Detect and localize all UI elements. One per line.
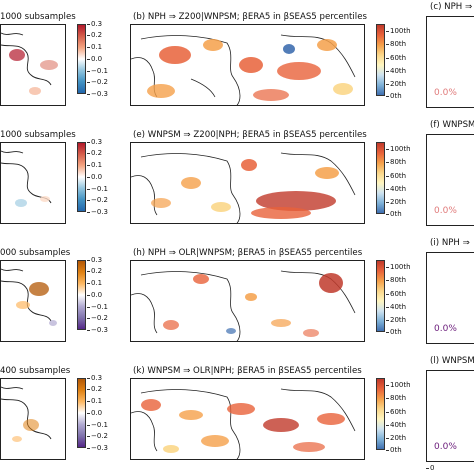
tick: 80th: [385, 40, 407, 48]
diff-colorbar: [77, 142, 86, 212]
panel-b-title: (b) NPH ⇒ Z200|WNPSM; βERA5 in βSEAS5 pe…: [133, 12, 367, 22]
panel-f-value: 0.0%: [434, 206, 457, 216]
tick: 0.0: [86, 173, 103, 181]
panel-h-map: [130, 260, 365, 342]
tick: 60th: [385, 408, 407, 416]
tick: 0.3: [86, 138, 103, 146]
panel-l-box: 0.0%: [426, 370, 474, 462]
tick: 0th: [386, 92, 402, 100]
tick: 0.2: [86, 31, 103, 39]
tick: −0.2: [87, 196, 108, 204]
tick: 0.2: [86, 267, 103, 275]
panel-e-map: [130, 142, 365, 224]
tick: 20th: [385, 434, 407, 442]
tick: 0.0: [86, 409, 103, 417]
tick: 80th: [385, 276, 407, 284]
panel-e-title: (e) WNPSM ⇒ Z200|NPH; βERA5 in βSEAS5 pe…: [133, 130, 367, 140]
tick: 0.1: [86, 279, 103, 287]
panel-b-map: [130, 24, 365, 106]
figure-row-2: 1000 subsamples 0.3 0.2 0.1 0.0 −0.1 −0.…: [0, 118, 474, 236]
tick: 40th: [385, 185, 407, 193]
tick: 20th: [385, 316, 407, 324]
panel-g-title: 000 subsamples: [0, 248, 71, 258]
figure-row-1: 1000 subsamples 0.3 0.2 0.1 0.0 −0.1 −0.…: [0, 0, 474, 118]
tick: −0.3: [87, 444, 108, 452]
tick: 0.0: [86, 55, 103, 63]
percentile-colorbar: [376, 142, 385, 214]
tick: 60th: [385, 54, 407, 62]
percentile-colorbar: [376, 260, 385, 332]
panel-l-value: 0.0%: [434, 442, 457, 452]
panel-c-title: (c) NPH ⇒: [430, 2, 473, 12]
panel-j-map: [0, 378, 66, 460]
panel-l-title: (l) WNPSM: [430, 356, 474, 366]
panel-i-title: (i) NPH ⇒: [430, 238, 470, 248]
tick: 80th: [385, 158, 407, 166]
diff-colorbar: [77, 378, 86, 448]
tick: 0.3: [86, 256, 103, 264]
tick: −0.3: [87, 326, 108, 334]
panel-j-title: 400 subsamples: [0, 366, 71, 376]
tick: 20th: [385, 80, 407, 88]
tick: 80th: [385, 394, 407, 402]
tick: 0th: [386, 328, 402, 336]
tick: −0.1: [87, 185, 108, 193]
panel-a-map: [0, 24, 66, 106]
tick: 0.0: [86, 291, 103, 299]
panel-g-map: [0, 260, 66, 342]
tick: 100th: [386, 27, 411, 35]
tick: 0.1: [86, 397, 103, 405]
tick: −0.2: [87, 314, 108, 322]
panel-a-title: 1000 subsamples: [0, 12, 76, 22]
diff-colorbar: [77, 260, 86, 330]
panel-d-title: 1000 subsamples: [0, 130, 76, 140]
tick: 0.1: [86, 161, 103, 169]
tick: 100th: [386, 145, 411, 153]
panel-d-map: [0, 142, 66, 224]
tick: 0th: [386, 446, 402, 454]
tick: −0.3: [87, 90, 108, 98]
tick: 0.1: [86, 43, 103, 51]
tick: 40th: [385, 67, 407, 75]
tick: −0.2: [87, 432, 108, 440]
panel-h-title: (h) NPH ⇒ OLR|WNPSM; βERA5 in βSEAS5 per…: [133, 248, 363, 258]
panel-k-title: (k) WNPSM ⇒ OLR|NPH; βERA5 in βSEAS5 per…: [133, 366, 362, 376]
tick: −0.1: [87, 303, 108, 311]
tick: 40th: [385, 303, 407, 311]
panel-i-value: 0.0%: [434, 324, 457, 334]
panel-k-map: [130, 378, 365, 460]
percentile-colorbar: [376, 24, 385, 96]
tick: −0.1: [87, 421, 108, 429]
tick: 100th: [386, 381, 411, 389]
tick: 0.3: [86, 374, 103, 382]
diff-colorbar: [77, 24, 86, 94]
panel-c-box: 0.0%: [426, 16, 474, 108]
tick: 0.2: [86, 385, 103, 393]
tick: 60th: [385, 290, 407, 298]
percentile-colorbar: [376, 378, 385, 450]
panel-f-box: 0.0%: [426, 134, 474, 226]
figure-row-4: 400 subsamples 0.3 0.2 0.1 0.0 −0.1 −0.2…: [0, 354, 474, 472]
tick: −0.1: [87, 67, 108, 75]
panel-c-value: 0.0%: [434, 88, 457, 98]
tick: 40th: [385, 421, 407, 429]
tick: −0.3: [87, 208, 108, 216]
bottom-axis-label: 0: [425, 464, 435, 472]
tick: 100th: [386, 263, 411, 271]
tick: 0th: [386, 210, 402, 218]
panel-i-box: 0.0%: [426, 252, 474, 344]
tick: −0.2: [87, 78, 108, 86]
tick: 0.2: [86, 149, 103, 157]
tick: 0.3: [86, 20, 103, 28]
tick: 20th: [385, 198, 407, 206]
tick: 60th: [385, 172, 407, 180]
panel-f-title: (f) WNPSM: [430, 120, 474, 130]
figure-row-3: 000 subsamples 0.3 0.2 0.1 0.0 −0.1 −0.2…: [0, 236, 474, 354]
